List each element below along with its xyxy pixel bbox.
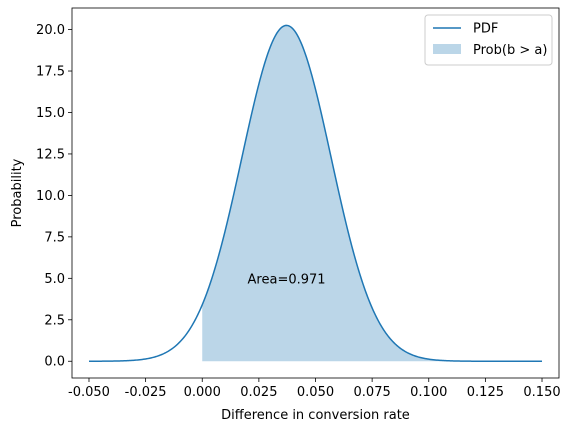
area-annotation: Area=0.971 xyxy=(248,272,326,287)
x-tick-label: 0.125 xyxy=(467,385,504,400)
y-tick-label: 10.0 xyxy=(36,189,65,204)
legend-fill-swatch xyxy=(433,44,461,54)
axes-background xyxy=(72,8,559,378)
y-tick-label: 2.5 xyxy=(44,313,65,328)
x-tick-label: 0.025 xyxy=(240,385,277,400)
x-tick-label: -0.025 xyxy=(125,385,167,400)
y-tick-label: 15.0 xyxy=(36,106,65,121)
y-tick-label: 17.5 xyxy=(36,65,65,80)
legend: PDF Prob(b > a) xyxy=(424,14,553,66)
pdf-line xyxy=(88,24,543,362)
y-tick-label: 20.0 xyxy=(36,23,65,38)
x-tick-label: 0.100 xyxy=(410,385,447,400)
y-axis-ticks: 0.0 2.5 5.0 7.5 10.0 12.5 15.0 17.5 20.0 xyxy=(36,23,72,370)
y-tick-label: 12.5 xyxy=(36,147,65,162)
x-axis-ticks: -0.050 -0.025 0.000 0.025 0.050 0.075 0.100 0.1… xyxy=(68,378,561,400)
axes-frame xyxy=(71,7,560,379)
x-tick-label: 0.000 xyxy=(184,385,221,400)
x-tick-label: -0.050 xyxy=(68,385,110,400)
x-tick-label: 0.150 xyxy=(523,385,560,400)
y-tick-label: 7.5 xyxy=(44,230,65,245)
x-tick-label: 0.075 xyxy=(354,385,391,400)
legend-pdf-label: PDF xyxy=(473,22,498,37)
legend-fill-label: Prob(b > a) xyxy=(473,43,547,58)
y-axis-label: Probability xyxy=(10,158,25,227)
y-tick-label: 0.0 xyxy=(44,355,65,370)
x-axis-label: Difference in conversion rate xyxy=(221,408,410,423)
prob-b-gt-a-fill-area xyxy=(202,25,543,362)
y-tick-label: 5.0 xyxy=(44,272,65,287)
x-tick-label: 0.050 xyxy=(297,385,334,400)
